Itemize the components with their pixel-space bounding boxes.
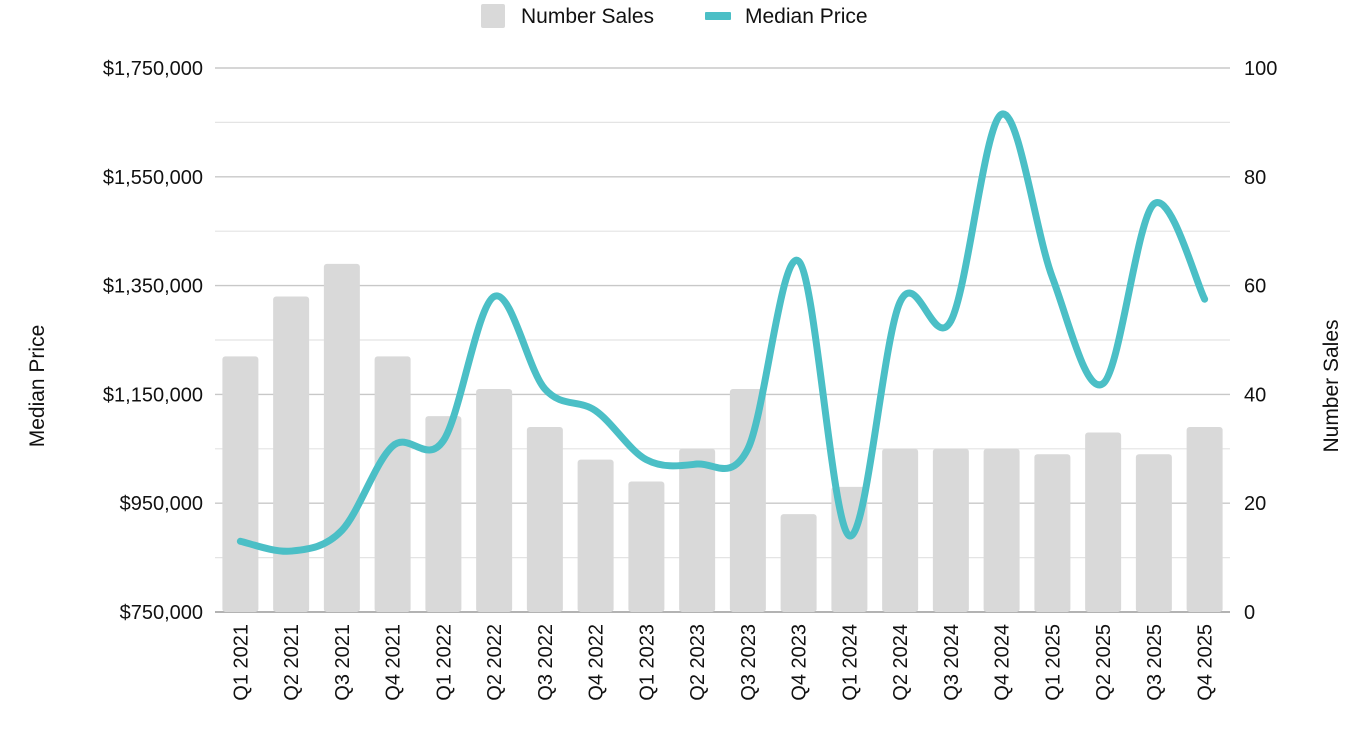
legend-label-median-price: Median Price xyxy=(745,5,868,28)
right-axis-ticks: 0 20 40 60 80 100 xyxy=(1244,58,1277,624)
bar-number-sales xyxy=(577,459,614,612)
bar-number-sales xyxy=(425,416,462,612)
bar-series-number-sales xyxy=(222,263,1223,612)
x-axis-tick-label: Q3 2024 xyxy=(941,624,963,701)
x-axis-tick-label: Q4 2025 xyxy=(1195,624,1217,701)
left-axis-tick-label: $1,750,000 xyxy=(103,58,203,80)
x-axis-tick-label: Q1 2023 xyxy=(636,624,658,701)
x-axis-tick-label: Q3 2023 xyxy=(738,624,760,701)
bar-number-sales xyxy=(222,356,259,612)
x-axis-tick-label: Q2 2024 xyxy=(890,624,912,701)
left-axis-tick-label: $750,000 xyxy=(120,602,203,624)
left-axis-tick-label: $1,550,000 xyxy=(103,167,203,189)
bar-number-sales xyxy=(1085,432,1122,612)
x-axis-tick-label: Q1 2024 xyxy=(839,624,861,701)
bar-number-sales xyxy=(780,514,817,612)
gridlines xyxy=(215,67,1230,613)
right-axis-tick-label: 0 xyxy=(1244,602,1255,624)
x-axis-tick-label: Q4 2023 xyxy=(789,624,811,701)
bar-number-sales xyxy=(526,427,563,612)
legend-swatch-number-sales xyxy=(481,4,505,28)
right-axis-tick-label: 40 xyxy=(1244,384,1266,406)
x-axis-tick-label: Q1 2021 xyxy=(230,624,252,701)
bar-number-sales xyxy=(932,448,969,612)
left-axis-title: Median Price xyxy=(26,325,49,448)
x-axis-tick-label: Q4 2021 xyxy=(383,624,405,701)
x-axis-tick-label: Q3 2021 xyxy=(332,624,354,701)
bar-number-sales xyxy=(679,448,716,612)
legend-swatch-median-price xyxy=(705,12,731,20)
bar-number-sales xyxy=(729,388,766,612)
bar-number-sales xyxy=(882,448,919,612)
bar-number-sales xyxy=(1034,454,1071,612)
x-axis-tick-label: Q1 2025 xyxy=(1042,624,1064,701)
x-axis-tick-label: Q4 2024 xyxy=(992,624,1014,701)
left-axis-tick-label: $1,150,000 xyxy=(103,384,203,406)
bar-number-sales xyxy=(1135,454,1172,612)
legend-label-number-sales: Number Sales xyxy=(521,5,654,28)
right-axis-tick-label: 100 xyxy=(1244,58,1277,80)
left-axis-tick-label: $950,000 xyxy=(120,493,203,515)
right-axis-tick-label: 60 xyxy=(1244,276,1266,298)
right-axis-tick-label: 20 xyxy=(1244,493,1266,515)
x-axis-tick-label: Q2 2022 xyxy=(484,624,506,701)
x-axis-ticks: Q1 2021 Q2 2021 Q3 2021 Q4 2021 Q1 2022 Q2 20… xyxy=(230,624,1216,701)
bar-number-sales xyxy=(273,296,310,612)
x-axis-tick-label: Q1 2022 xyxy=(433,624,455,701)
x-axis-tick-label: Q4 2022 xyxy=(586,624,608,701)
bar-number-sales xyxy=(323,263,360,612)
right-axis-tick-label: 80 xyxy=(1244,167,1266,189)
bar-number-sales xyxy=(983,448,1020,612)
x-axis-tick-label: Q3 2022 xyxy=(535,624,557,701)
x-axis-tick-label: Q2 2023 xyxy=(687,624,709,701)
x-axis-tick-label: Q2 2021 xyxy=(281,624,303,701)
line-series-median-price xyxy=(236,110,1209,555)
left-axis-tick-label: $1,350,000 xyxy=(103,276,203,298)
left-axis-ticks: $750,000 $950,000 $1,150,000 $1,350,000 $1,5… xyxy=(103,58,203,624)
bar-number-sales xyxy=(476,388,513,612)
bar-number-sales xyxy=(1186,427,1223,612)
bar-number-sales xyxy=(374,356,411,612)
legend: Number Sales Median Price xyxy=(481,4,868,28)
x-axis-tick-label: Q3 2025 xyxy=(1144,624,1166,701)
bar-number-sales xyxy=(628,481,665,612)
x-axis-tick-label: Q2 2025 xyxy=(1093,624,1115,701)
right-axis-title: Number Sales xyxy=(1320,319,1343,452)
